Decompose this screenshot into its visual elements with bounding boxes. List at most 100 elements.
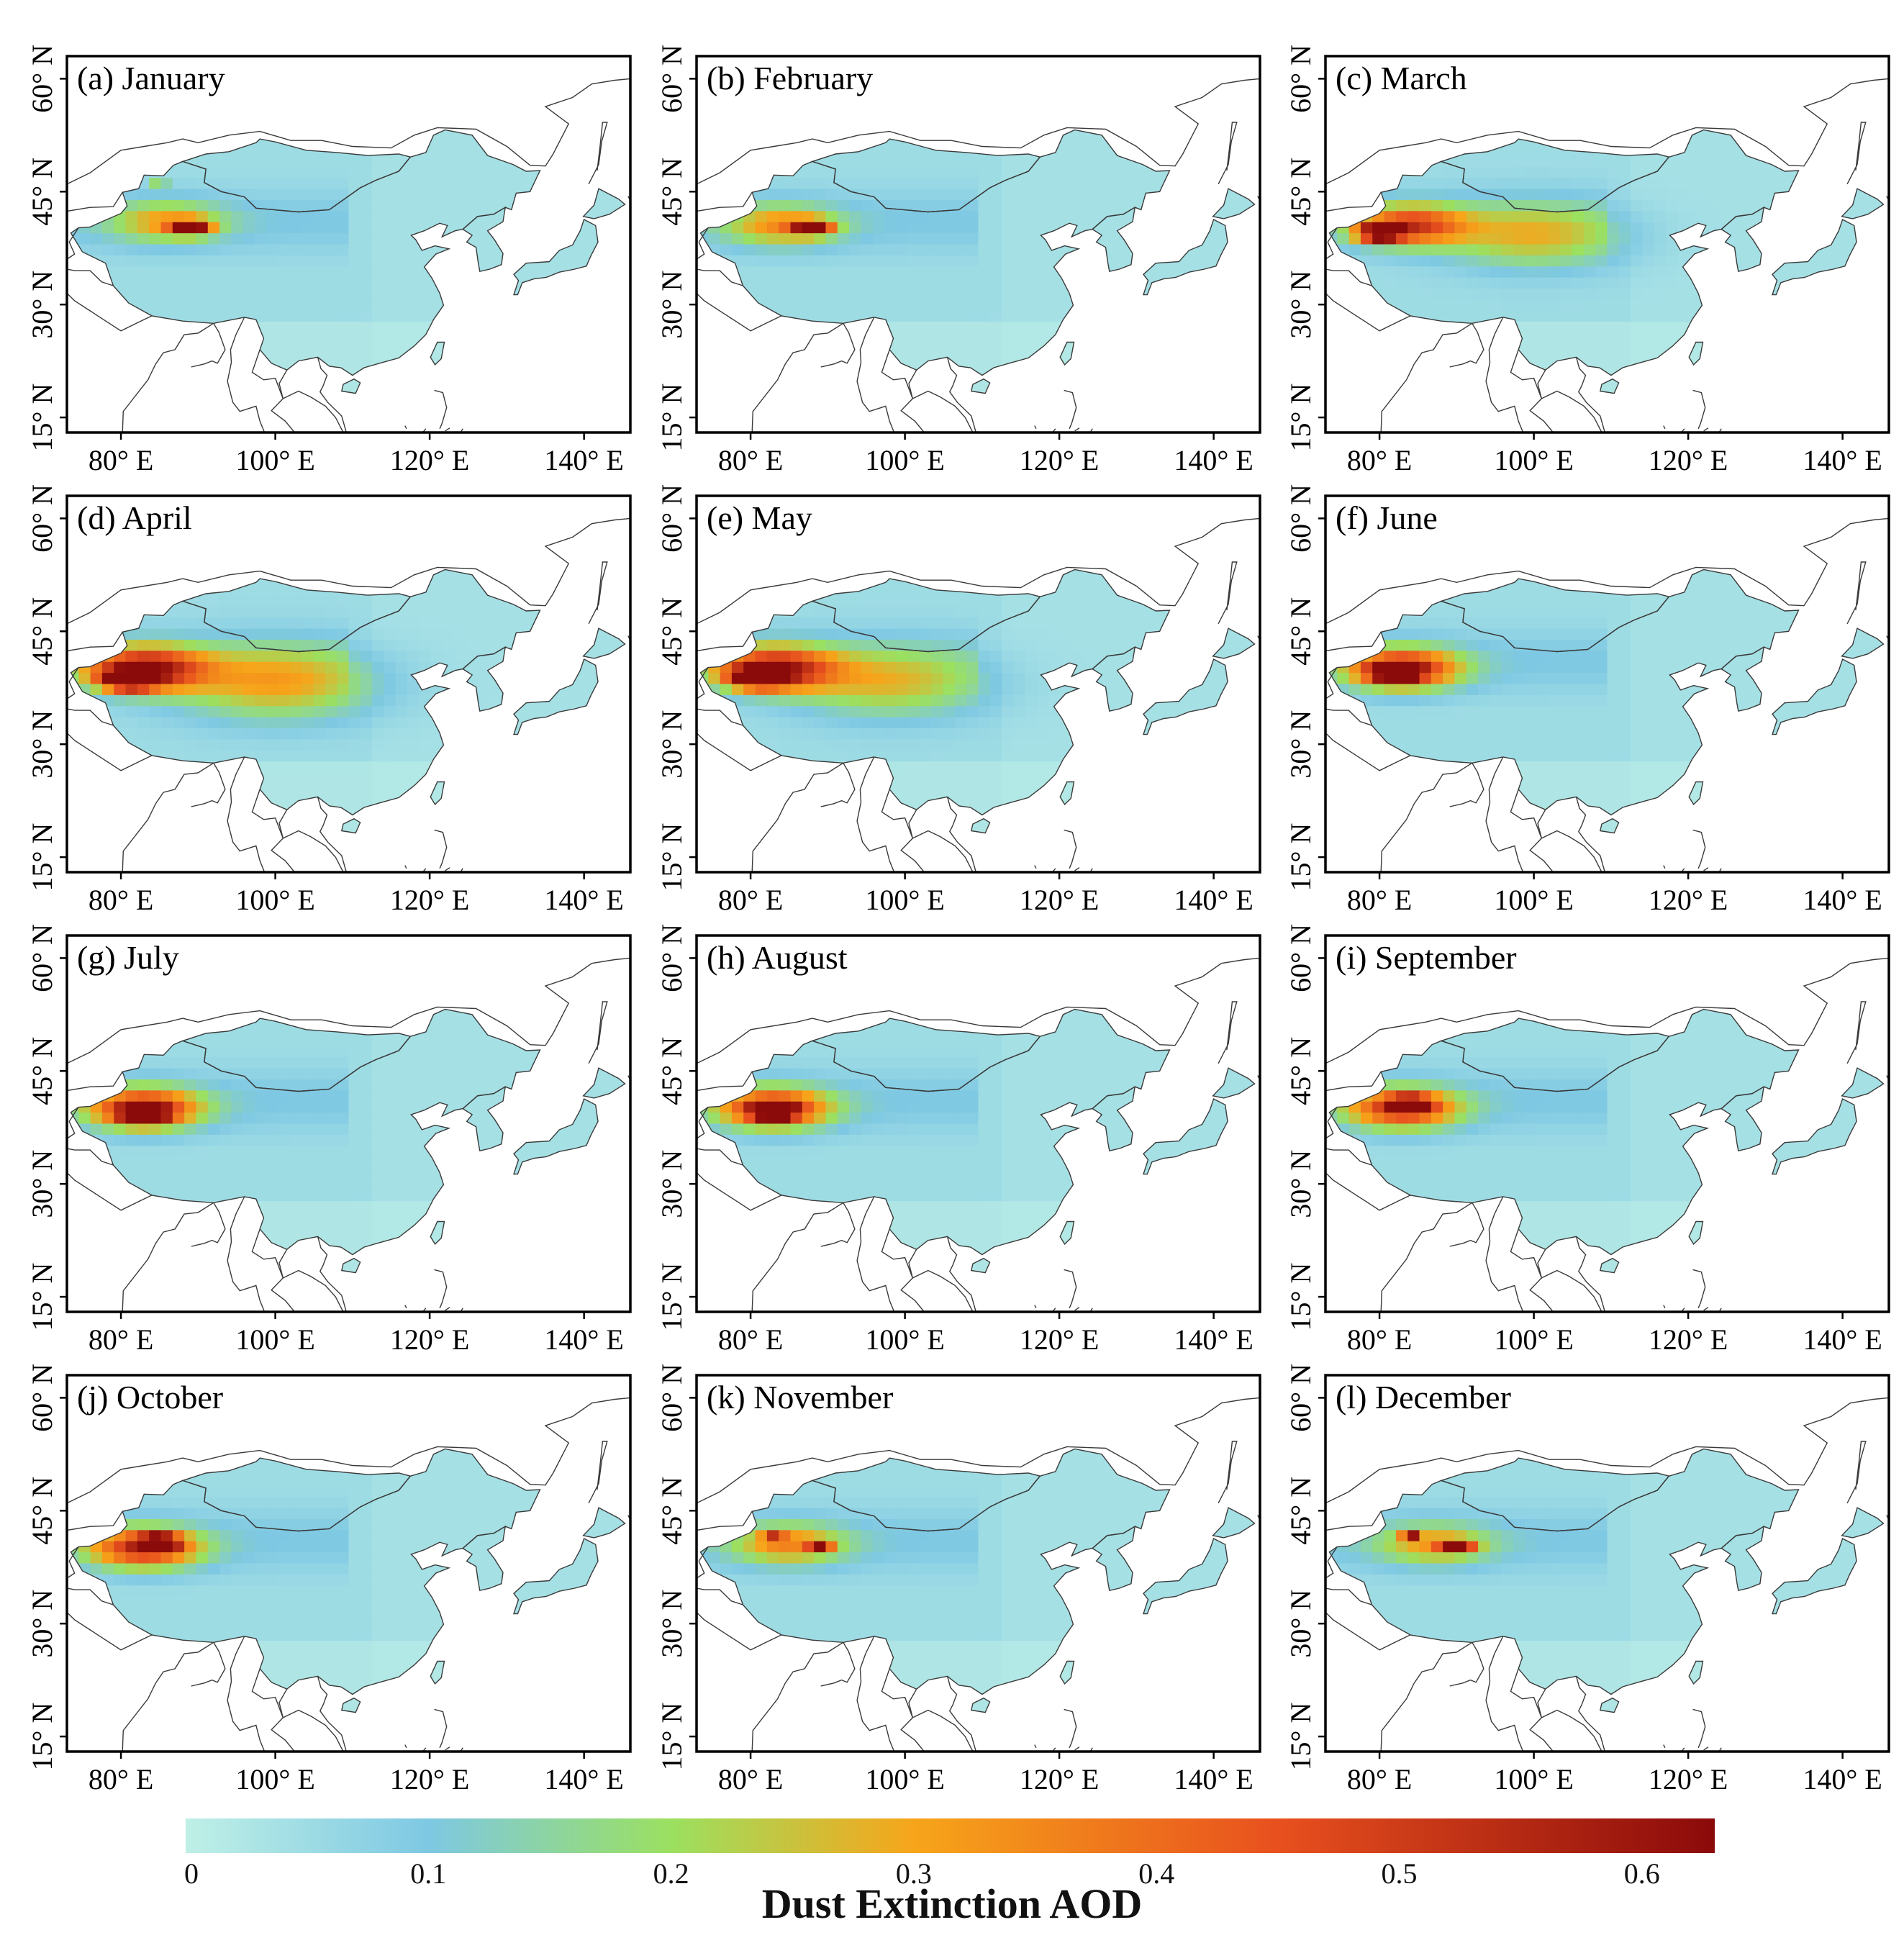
aod-cell — [372, 322, 385, 334]
aod-cell — [1478, 244, 1490, 256]
aod-cell — [1407, 233, 1420, 245]
aod-cell — [814, 310, 827, 322]
aod-cell — [1713, 211, 1726, 223]
aod-cell — [313, 343, 326, 355]
aod-cell — [266, 145, 279, 157]
aod-cell — [255, 289, 267, 301]
aod-cell — [1431, 222, 1443, 234]
aod-cell — [1631, 211, 1644, 223]
aod-cell — [1701, 145, 1713, 157]
aod-cell — [1536, 189, 1549, 201]
aod-cell — [172, 166, 185, 178]
aod-cell — [1654, 166, 1667, 178]
aod-cell — [184, 277, 197, 289]
aod-cell — [1384, 222, 1397, 234]
aod-cell — [896, 145, 909, 157]
aod-cell — [160, 289, 173, 301]
aod-cell — [1431, 199, 1443, 212]
aod-cell — [931, 211, 944, 223]
aod-cell — [989, 155, 1002, 168]
aod-cell — [966, 178, 979, 190]
aod-cell — [1771, 178, 1784, 190]
aod-cell — [407, 289, 420, 301]
aod-cell — [966, 322, 979, 334]
aod-cell — [395, 178, 408, 190]
aod-cell — [231, 244, 244, 256]
aod-cell — [1548, 222, 1561, 234]
aod-cell — [1783, 266, 1796, 278]
aod-cell — [571, 255, 584, 267]
aod-cell — [1536, 343, 1549, 355]
aod-cell — [278, 244, 291, 256]
aod-cell — [1713, 199, 1726, 212]
aod-cell — [1072, 211, 1084, 223]
aod-cell — [837, 310, 850, 322]
aod-cell — [302, 299, 314, 312]
aod-cell — [266, 322, 279, 334]
aod-cell — [325, 244, 337, 256]
aod-cell — [1501, 145, 1514, 157]
aod-cell — [501, 199, 514, 212]
coastline — [970, 378, 991, 394]
aod-cell — [184, 178, 197, 190]
aod-cell — [255, 211, 267, 223]
border-line — [946, 357, 976, 432]
aod-cell — [1002, 343, 1015, 355]
aod-cell — [231, 233, 244, 245]
aod-cell — [337, 343, 350, 355]
aod-cell — [790, 189, 803, 201]
aod-cell — [731, 244, 744, 256]
aod-cell — [384, 255, 396, 267]
aod-cell — [1560, 277, 1573, 289]
aod-cell — [90, 233, 103, 245]
aod-cell — [1642, 233, 1655, 245]
aod-cell — [466, 211, 479, 223]
aod-cell — [289, 222, 302, 234]
aod-cell — [802, 277, 815, 289]
aod-cell — [1095, 189, 1108, 201]
aod-cell — [1583, 322, 1596, 334]
aod-cell — [1002, 211, 1015, 223]
aod-cell — [1654, 189, 1667, 201]
aod-cell — [989, 289, 1002, 301]
aod-cell — [196, 277, 209, 289]
aod-cell — [618, 199, 625, 212]
aod-cell — [384, 332, 396, 345]
aod-cell — [779, 178, 792, 190]
aod-cell — [1431, 211, 1443, 223]
aod-cell — [125, 244, 138, 256]
aod-cell — [1037, 289, 1049, 301]
aod-cell — [466, 166, 479, 178]
aod-cell — [1130, 199, 1143, 212]
aod-cell — [825, 299, 838, 312]
aod-cell — [278, 266, 291, 278]
aod-cell — [802, 299, 815, 312]
aod-cell — [325, 289, 337, 301]
aod-cell — [755, 222, 768, 234]
aod-cell — [255, 255, 267, 267]
aod-cell — [266, 222, 279, 234]
aod-cell — [266, 310, 279, 322]
aod-cell — [1595, 289, 1608, 301]
aod-cell — [160, 178, 173, 190]
aod-cell — [419, 310, 432, 322]
aod-cell — [872, 222, 885, 234]
aod-cell — [160, 266, 173, 278]
border-line — [881, 349, 974, 432]
aod-cell — [278, 277, 291, 289]
aod-cell — [837, 244, 850, 256]
aod-cell — [196, 199, 209, 212]
aod-cell — [407, 255, 420, 267]
aod-cell — [766, 189, 779, 201]
aod-cell — [454, 178, 467, 190]
aod-cell — [1631, 343, 1644, 355]
aod-cell — [372, 289, 385, 301]
aod-cell — [278, 166, 291, 178]
aod-cell — [1841, 233, 1854, 245]
aod-cell — [1736, 155, 1749, 168]
aod-cell — [454, 199, 467, 212]
aod-cell — [348, 322, 361, 334]
aod-cell — [1583, 332, 1596, 345]
aod-cell — [766, 289, 779, 301]
